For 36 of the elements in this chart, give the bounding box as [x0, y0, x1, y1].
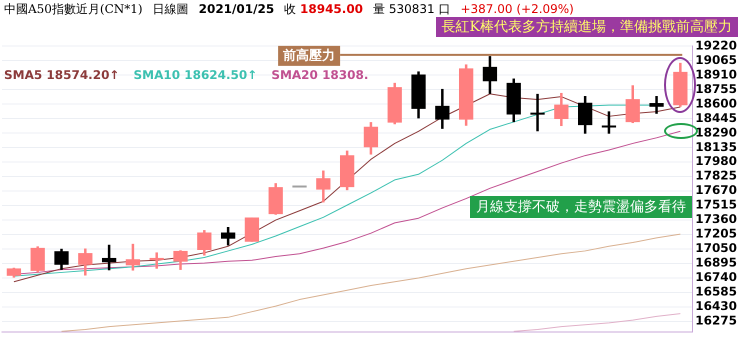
text: 2021/01/25 [198, 2, 274, 16]
y-tick-label: 17205 [695, 226, 737, 241]
y-tick-label: 18910 [695, 67, 737, 82]
y-tick-label: 17050 [695, 241, 737, 256]
text: SMA10 [133, 68, 180, 82]
y-tick-label: 18600 [695, 96, 737, 110]
y-tick-label: 18290 [695, 125, 737, 140]
y-tick-label: 18755 [695, 82, 737, 96]
text: +387.00 (+2.09%) [460, 2, 574, 16]
text: 長紅K棒代表多方持續進場，準備挑戰前高壓力 [436, 17, 738, 37]
text: 18945.00 [300, 2, 364, 16]
text: 量 530831 口 [373, 1, 450, 18]
annotation: 18624.50↑ [184, 68, 258, 82]
annotation: 18308. [322, 68, 368, 82]
y-tick-label: 16275 [695, 314, 737, 328]
y-tick-label: 16430 [695, 299, 737, 314]
y-tick-label: 17515 [695, 198, 737, 212]
annotation: 18574.20↑ [46, 68, 120, 82]
y-tick-label: 19065 [695, 52, 737, 67]
text: SMA5 [4, 68, 42, 82]
y-tick-label: 16585 [695, 284, 737, 299]
y-tick-label: 17360 [695, 212, 737, 226]
ref-line-label: 前高壓力 [282, 47, 336, 64]
text: 收 [284, 2, 296, 16]
text: SMA20 [271, 68, 318, 82]
text: 日線圖 [152, 1, 189, 18]
chart-title: 中國A50指數近月(CN*1) [4, 1, 143, 18]
y-tick-label: 16895 [695, 256, 737, 270]
y-tick-label: 17825 [695, 168, 737, 183]
y-tick-label: 18445 [695, 110, 737, 125]
y-tick-label: 17980 [695, 154, 737, 168]
y-tick-label: 17670 [695, 183, 737, 198]
y-tick-label: 16740 [695, 270, 737, 284]
y-tick-label: 19220 [695, 38, 737, 52]
y-tick-label: 18135 [695, 140, 737, 154]
annotation: 月線支撐不破，走勢震盪偏多看待 [470, 196, 692, 218]
